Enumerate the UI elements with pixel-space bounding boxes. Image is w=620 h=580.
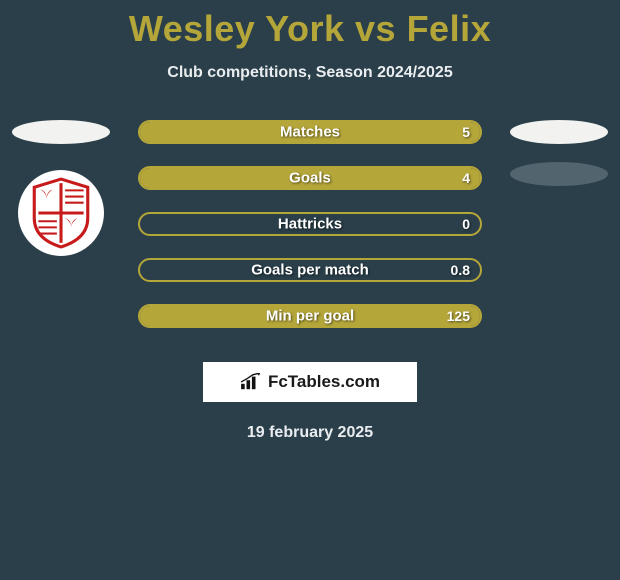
brand-text: FcTables.com [268,372,380,392]
stat-label: Goals [289,170,331,187]
stat-value: 4 [462,170,470,186]
stat-label: Hattricks [278,216,342,233]
club-crest-left [18,170,104,256]
page-title: Wesley York vs Felix [0,0,620,50]
player-left-avatar-placeholder [12,120,110,144]
stats-bars: Matches 5 Goals 4 Hattricks 0 Goals per … [138,120,482,328]
stat-bar-min-per-goal: Min per goal 125 [138,304,482,328]
stat-label: Min per goal [266,308,354,325]
stat-label: Goals per match [251,262,369,279]
player-right-col [504,120,614,204]
stat-value: 0 [462,216,470,232]
player-left-col [6,120,116,256]
subtitle: Club competitions, Season 2024/2025 [0,64,620,82]
stat-value: 125 [447,308,470,324]
shield-icon [30,177,92,249]
stat-bar-goals-per-match: Goals per match 0.8 [138,258,482,282]
bar-chart-icon [240,373,262,391]
stat-bar-matches: Matches 5 [138,120,482,144]
stat-bar-goals: Goals 4 [138,166,482,190]
stat-bar-hattricks: Hattricks 0 [138,212,482,236]
stat-value: 5 [462,124,470,140]
comparison-panel: Matches 5 Goals 4 Hattricks 0 Goals per … [0,120,620,442]
stat-value: 0.8 [451,262,470,278]
brand-link[interactable]: FcTables.com [203,362,417,402]
stat-label: Matches [280,124,340,141]
player-right-avatar-placeholder [510,120,608,144]
club-crest-right-placeholder [510,162,608,186]
date-text: 19 february 2025 [0,424,620,442]
